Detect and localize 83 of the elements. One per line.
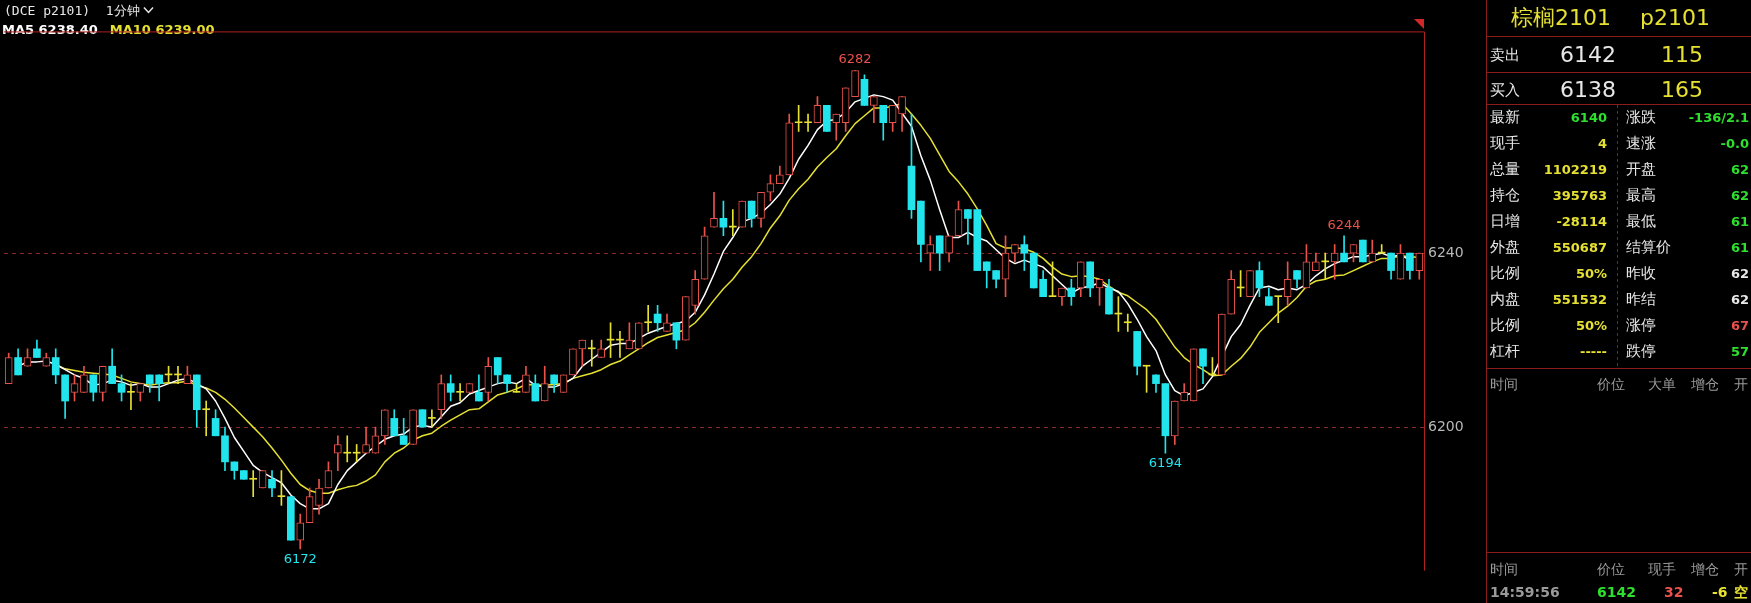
- text: 最新: [1490, 107, 1520, 126]
- text: 买入: [1490, 80, 1520, 99]
- text: 62: [1730, 187, 1749, 203]
- candlestick: [202, 400, 211, 437]
- candlestick: [1274, 295, 1283, 324]
- text: 日增: [1490, 211, 1520, 230]
- text: 杠杆: [1490, 341, 1520, 360]
- y-tick-label: 6200: [1428, 417, 1464, 434]
- annotation: 6194: [1148, 455, 1182, 471]
- text: 比例: [1490, 263, 1520, 282]
- candlestick: [343, 435, 352, 463]
- text: 550687: [1552, 239, 1607, 255]
- text: 涨跌: [1626, 107, 1656, 126]
- text: 61: [1730, 213, 1749, 229]
- text: 4: [1597, 135, 1607, 151]
- text: 最低: [1626, 211, 1656, 230]
- candlestick: [456, 383, 464, 402]
- text: 外盘: [1490, 237, 1520, 256]
- text: 14:59:56: [1490, 584, 1560, 600]
- text: 时间: [1490, 561, 1518, 577]
- annotation: 6172: [283, 550, 317, 566]
- candlestick: [804, 113, 812, 132]
- text: 卖出: [1490, 45, 1520, 64]
- text: -0.0: [1720, 135, 1749, 151]
- text: 涨停: [1626, 315, 1656, 334]
- text: 395763: [1552, 187, 1607, 203]
- text: 551532: [1552, 291, 1607, 307]
- text: 57: [1730, 343, 1749, 359]
- text: 棕榈2101: [1511, 5, 1611, 30]
- text: 6138: [1560, 77, 1616, 102]
- text: 开盘: [1626, 159, 1656, 178]
- text: 跌停: [1626, 341, 1656, 360]
- text: 增仓: [1691, 376, 1719, 392]
- text: 内盘: [1490, 289, 1520, 308]
- text: 50%: [1575, 317, 1607, 333]
- text: 开: [1734, 561, 1748, 577]
- y-tick-label: 6240: [1428, 243, 1464, 260]
- text: 大单: [1648, 376, 1676, 392]
- annotation: 6244: [1327, 216, 1361, 232]
- text: 现手: [1490, 133, 1520, 152]
- candlestick: [428, 409, 436, 428]
- text: -----: [1580, 343, 1607, 359]
- text: 6142: [1597, 584, 1636, 600]
- text: 62: [1730, 161, 1749, 177]
- text: -6: [1712, 584, 1728, 600]
- text: MA5 6238.40: [2, 21, 98, 37]
- text: 持仓: [1490, 185, 1520, 204]
- text: 现手: [1648, 561, 1676, 577]
- annotation: 6282: [838, 51, 872, 67]
- text: 32: [1664, 584, 1684, 600]
- text: 开: [1734, 376, 1748, 392]
- text: 50%: [1575, 265, 1607, 281]
- text: 增仓: [1691, 561, 1719, 577]
- text: 62: [1730, 291, 1749, 307]
- text: 时间: [1490, 376, 1518, 392]
- text: 速涨: [1626, 133, 1656, 152]
- text: 比例: [1490, 315, 1520, 334]
- text: p2101: [1640, 5, 1710, 30]
- text: 结算价: [1626, 237, 1671, 256]
- candlestick: [127, 383, 135, 411]
- candlestick: [249, 470, 258, 498]
- text: 总量: [1490, 159, 1520, 178]
- text: 6142: [1560, 42, 1616, 67]
- candlestick: [1123, 313, 1132, 332]
- text: MA10 6239.00: [109, 21, 215, 37]
- text: -136/2.1: [1688, 109, 1749, 125]
- text: 6140: [1570, 109, 1607, 125]
- text: 空: [1734, 584, 1748, 600]
- text: 价位: [1597, 376, 1625, 392]
- text: 昨收: [1626, 263, 1656, 282]
- text: 价位: [1597, 561, 1625, 577]
- text: 1102219: [1543, 161, 1607, 177]
- text: 62: [1730, 265, 1749, 281]
- text: -28114: [1556, 213, 1607, 229]
- text: 67: [1730, 317, 1749, 333]
- text: 115: [1661, 42, 1703, 67]
- candlestick: [926, 235, 935, 271]
- text: 昨结: [1626, 289, 1656, 308]
- chart-title: (DCE p2101) 1分钟: [4, 2, 141, 18]
- text: 165: [1661, 77, 1703, 102]
- candlestick: [644, 305, 652, 332]
- text: 61: [1730, 239, 1749, 255]
- text: 最高: [1626, 185, 1656, 204]
